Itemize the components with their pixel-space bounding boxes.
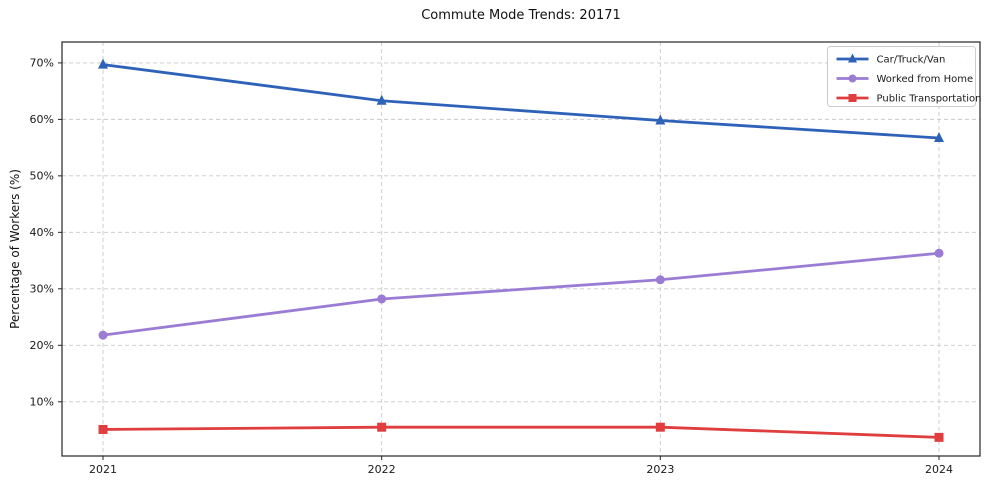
series-marker — [98, 58, 108, 69]
series-marker — [934, 132, 944, 143]
series-line-car-truck-van — [101, 63, 941, 140]
legend-label: Worked from Home — [877, 74, 974, 85]
series-marker — [655, 422, 665, 432]
series-worked-from-home — [98, 248, 944, 340]
series-marker — [376, 94, 387, 105]
series-marker — [848, 74, 857, 83]
x-tick-label: 2023 — [646, 463, 674, 476]
x-tick-label: 2021 — [89, 463, 117, 476]
series-line-worked-from-home — [101, 251, 941, 337]
y-tick-label: 10% — [30, 396, 54, 409]
legend-item-car-truck-van: Car/Truck/Van — [836, 53, 946, 66]
series-marker — [377, 422, 387, 432]
series-marker — [848, 53, 857, 63]
x-tick-label: 2022 — [368, 463, 396, 476]
series-car-truck-van — [98, 58, 944, 143]
series-marker — [98, 330, 108, 340]
series-marker — [655, 114, 666, 125]
legend-box — [827, 46, 976, 107]
y-tick-label: 40% — [30, 226, 54, 239]
chart-title: Commute Mode Trends: 20171 — [421, 8, 621, 23]
y-tick-label: 50% — [30, 170, 54, 183]
axes-spines — [61, 41, 981, 457]
series-marker — [655, 275, 665, 285]
series-public-transportation — [98, 422, 944, 442]
series-marker — [98, 424, 108, 434]
y-tick-label: 20% — [30, 339, 54, 352]
y-tick-label: 30% — [30, 283, 54, 296]
series-marker — [377, 294, 387, 304]
legend-item-public-transportation: Public Transportation — [836, 94, 982, 105]
series-marker — [934, 432, 944, 442]
series-marker — [848, 94, 857, 102]
y-tick-label: 70% — [30, 57, 54, 70]
legend-item-worked-from-home: Worked from Home — [836, 74, 974, 85]
y-tick-label: 60% — [30, 113, 54, 126]
series-marker — [934, 248, 944, 258]
legend: Car/Truck/Van Worked from Home Public Tran… — [827, 46, 982, 107]
series-line-public-transportation — [101, 425, 941, 439]
legend-label: Car/Truck/Van — [877, 55, 946, 66]
legend-label: Public Transportation — [877, 94, 982, 105]
x-tick-label: 2024 — [925, 463, 953, 476]
